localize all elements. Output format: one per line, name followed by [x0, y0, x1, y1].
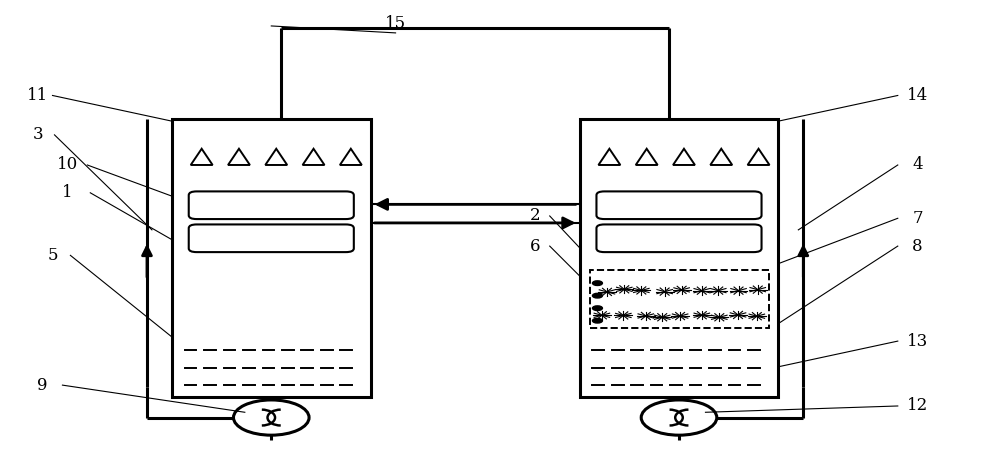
Bar: [580, 119, 778, 397]
FancyBboxPatch shape: [596, 225, 762, 252]
Circle shape: [592, 318, 602, 323]
Text: 6: 6: [530, 238, 540, 255]
Bar: [172, 119, 371, 397]
Text: 14: 14: [907, 87, 928, 104]
Text: 5: 5: [47, 247, 58, 264]
Text: 2: 2: [529, 207, 540, 225]
Bar: [590, 270, 768, 328]
Text: 3: 3: [32, 126, 43, 144]
Text: 4: 4: [912, 157, 923, 174]
Text: 1: 1: [62, 184, 73, 201]
Circle shape: [592, 281, 602, 286]
Text: 11: 11: [27, 87, 48, 104]
Text: 12: 12: [907, 397, 928, 415]
FancyBboxPatch shape: [189, 225, 354, 252]
Circle shape: [592, 306, 602, 310]
Text: 15: 15: [385, 15, 406, 32]
Text: 9: 9: [37, 377, 48, 393]
Text: 13: 13: [907, 333, 928, 349]
Circle shape: [592, 293, 602, 298]
Text: 8: 8: [912, 238, 923, 255]
FancyBboxPatch shape: [189, 191, 354, 219]
FancyBboxPatch shape: [596, 191, 762, 219]
Text: 7: 7: [912, 210, 923, 227]
Text: 10: 10: [57, 157, 78, 174]
